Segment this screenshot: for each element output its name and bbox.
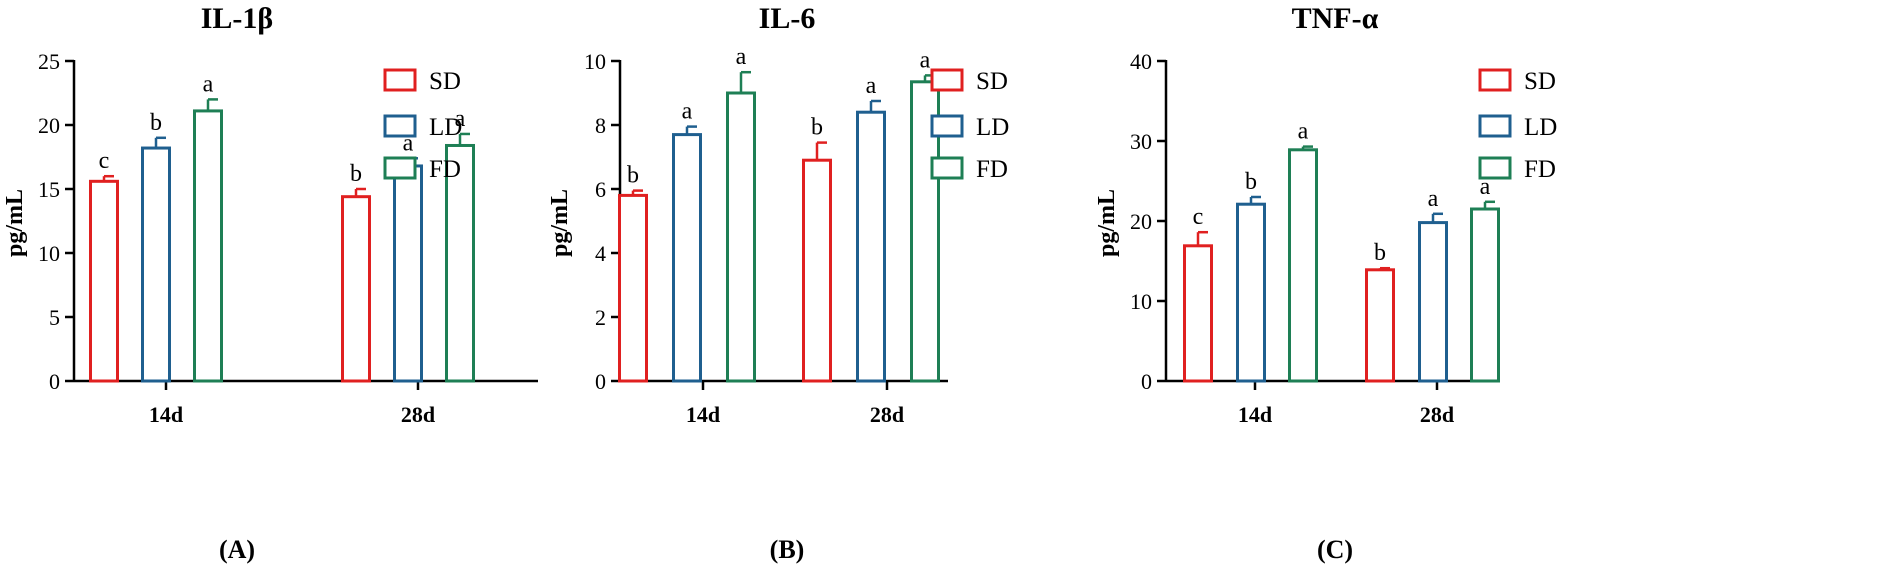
bar-sd	[89, 179, 119, 383]
legend-label: SD	[1524, 68, 1556, 95]
legend-label: SD	[976, 68, 1008, 95]
y-axis-label: pg/mL	[2, 189, 28, 257]
significance-label: a	[403, 130, 414, 156]
significance-label: b	[150, 110, 162, 136]
chart-title: IL-6	[759, 2, 816, 35]
y-tick-label: 40	[1130, 49, 1152, 74]
y-tick-label: 5	[49, 305, 60, 330]
panel-3: TNF-α pg/mL 0 10 20 30 40 14d 28d c b b a a a SD LD FD (C)	[1094, 2, 1557, 564]
y-tick-label: 4	[595, 241, 606, 266]
bar-sd	[1183, 244, 1213, 383]
panel-label: (B)	[770, 535, 805, 564]
x-tick-label: 14d	[686, 402, 720, 427]
significance-label: b	[1245, 169, 1257, 195]
panel-label: (C)	[1317, 535, 1353, 564]
y-tick-label: 0	[49, 369, 60, 394]
bar-ld	[141, 146, 171, 383]
bar-ld	[672, 133, 702, 383]
chart-title: TNF-α	[1292, 2, 1379, 35]
y-axis-label: pg/mL	[547, 189, 573, 257]
significance-label: b	[627, 163, 639, 189]
y-tick-label: 25	[38, 49, 60, 74]
y-tick-label: 0	[595, 369, 606, 394]
y-tick-label: 15	[38, 177, 60, 202]
significance-label: a	[920, 47, 931, 73]
significance-label: a	[682, 99, 693, 125]
bar-fd	[1470, 207, 1500, 383]
legend-label: LD	[1524, 114, 1557, 141]
bar-sd	[341, 195, 371, 383]
significance-label: b	[350, 161, 362, 187]
y-tick-label: 10	[1130, 289, 1152, 314]
legend-swatch-fd	[930, 156, 964, 180]
x-tick-label: 28d	[870, 402, 904, 427]
bar-sd	[1365, 268, 1395, 383]
bar-ld	[856, 110, 886, 383]
y-tick-label: 0	[1141, 369, 1152, 394]
significance-label: c	[99, 148, 110, 174]
y-tick-label: 2	[595, 305, 606, 330]
legend-swatch-ld	[930, 114, 964, 138]
bar-ld	[1236, 202, 1266, 383]
x-tick-label: 28d	[1420, 402, 1454, 427]
y-tick-label: 20	[1130, 209, 1152, 234]
legend-swatch-fd	[383, 156, 417, 180]
x-tick-label: 14d	[1238, 402, 1272, 427]
significance-label: a	[736, 44, 747, 70]
legend-swatch-sd	[930, 68, 964, 92]
bar-fd	[445, 143, 475, 383]
y-tick-label: 20	[38, 113, 60, 138]
significance-label: a	[1480, 174, 1491, 200]
significance-label: a	[455, 106, 466, 132]
legend-swatch-ld	[1478, 114, 1512, 138]
legend-label: SD	[429, 68, 461, 95]
significance-label: b	[811, 115, 823, 141]
y-axis-label: pg/mL	[1094, 189, 1120, 257]
legend-label: LD	[429, 114, 462, 141]
legend-swatch-fd	[1478, 156, 1512, 180]
bar-fd	[726, 91, 756, 383]
bar-sd	[802, 158, 832, 383]
panel-2: IL-6 pg/mL 0 2 4 6 8 10 14d 28d b b a a a a SD LD FD (B)	[547, 2, 1009, 564]
bar-ld	[393, 164, 423, 383]
y-tick-label: 8	[595, 113, 606, 138]
legend-swatch-sd	[1478, 68, 1512, 92]
x-tick-label: 14d	[149, 402, 183, 427]
legend-swatch-ld	[383, 114, 417, 138]
bar-ld	[1418, 221, 1448, 383]
bar-fd	[193, 109, 223, 383]
bar-sd	[618, 193, 648, 383]
significance-label: a	[203, 71, 214, 97]
significance-label: b	[1374, 240, 1386, 266]
legend-swatch-sd	[383, 68, 417, 92]
panel-label: (A)	[219, 535, 255, 564]
x-tick-label: 28d	[401, 402, 435, 427]
significance-label: c	[1193, 204, 1204, 230]
legend-label: FD	[976, 156, 1008, 183]
y-tick-label: 6	[595, 177, 606, 202]
y-tick-label: 10	[584, 49, 606, 74]
legend-label: LD	[976, 114, 1009, 141]
chart-title: IL-1β	[201, 2, 273, 35]
significance-label: a	[866, 73, 877, 99]
legend-label: FD	[429, 156, 461, 183]
legend-label: FD	[1524, 156, 1556, 183]
y-tick-label: 10	[38, 241, 60, 266]
significance-label: a	[1298, 119, 1309, 145]
significance-label: a	[1428, 186, 1439, 212]
bar-fd	[1288, 148, 1318, 383]
panel-1: IL-1β pg/mL 0 5 10 15 20 25 14d 28d c b b a a a SD LD FD (A…	[2, 2, 538, 564]
y-tick-label: 30	[1130, 129, 1152, 154]
